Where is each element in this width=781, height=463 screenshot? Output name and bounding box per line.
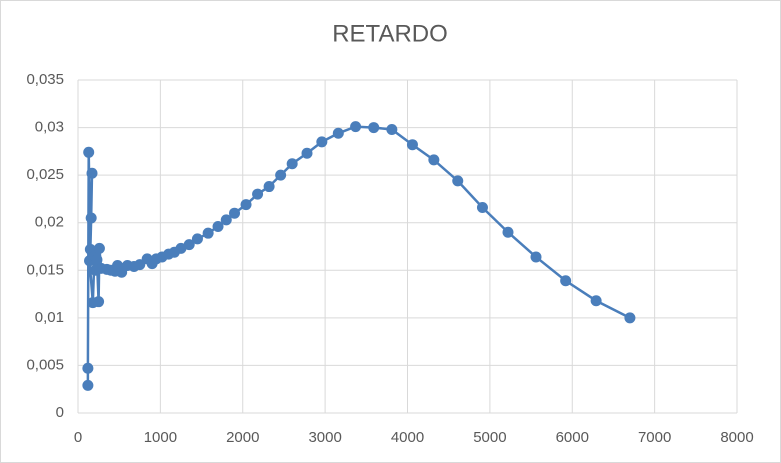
- marker: [406, 139, 418, 151]
- y-tick-label: 0,02: [35, 214, 64, 231]
- marker: [252, 188, 264, 200]
- x-tick-label: 0: [74, 429, 82, 446]
- marker: [202, 227, 214, 239]
- marker: [220, 214, 232, 226]
- x-tick-label: 3000: [308, 429, 341, 446]
- marker: [590, 295, 602, 307]
- marker: [86, 167, 98, 179]
- marker: [240, 199, 252, 211]
- marker: [183, 239, 195, 251]
- y-tick-label: 0,005: [26, 356, 64, 373]
- marker: [83, 146, 95, 158]
- y-tick-label: 0,015: [26, 261, 64, 278]
- marker: [452, 175, 464, 187]
- marker: [229, 207, 241, 219]
- chart-title: RETARDO: [332, 20, 448, 47]
- marker: [175, 242, 187, 254]
- marker: [301, 147, 313, 159]
- marker: [624, 312, 636, 324]
- y-tick-label: 0,035: [26, 71, 64, 88]
- marker: [428, 154, 440, 166]
- x-tick-label: 4000: [391, 429, 424, 446]
- marker: [82, 362, 94, 374]
- y-tick-label: 0,03: [35, 119, 64, 136]
- marker: [212, 221, 224, 233]
- marker: [85, 212, 97, 224]
- marker: [332, 127, 344, 139]
- marker: [82, 379, 94, 391]
- marker: [476, 201, 488, 213]
- y-tick-label: 0: [56, 404, 64, 421]
- marker: [134, 259, 146, 271]
- marker: [191, 233, 203, 245]
- marker: [502, 226, 514, 238]
- marker: [91, 254, 103, 266]
- marker: [286, 158, 298, 170]
- marker: [560, 275, 572, 287]
- y-tick-label: 0,01: [35, 309, 64, 326]
- marker: [263, 181, 275, 193]
- marker: [316, 136, 328, 148]
- x-tick-label: 7000: [638, 429, 671, 446]
- marker: [386, 123, 398, 135]
- x-tick-label: 1000: [144, 429, 177, 446]
- x-tick-label: 8000: [720, 429, 753, 446]
- marker: [93, 296, 105, 308]
- y-tick-label: 0,025: [26, 166, 64, 183]
- marker: [368, 122, 380, 134]
- marker: [275, 169, 287, 181]
- marker: [93, 242, 105, 254]
- marker: [350, 121, 362, 133]
- x-tick-label: 5000: [473, 429, 506, 446]
- x-tick-label: 6000: [556, 429, 589, 446]
- marker: [530, 251, 542, 263]
- x-tick-label: 2000: [226, 429, 259, 446]
